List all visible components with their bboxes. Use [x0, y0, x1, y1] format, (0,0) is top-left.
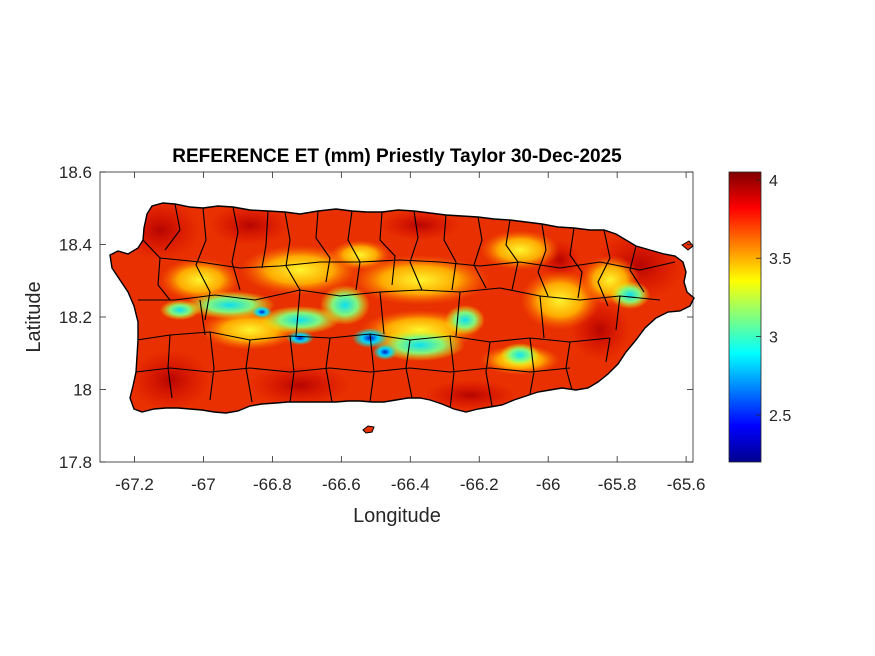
- et-value-patch: [480, 230, 560, 270]
- municipality-boundary: [505, 219, 519, 291]
- x-tick-label: -66.4: [391, 475, 430, 494]
- municipality-boundary: [629, 245, 645, 293]
- culebra-fragment: [681, 240, 694, 251]
- municipality-boundary: [405, 339, 413, 399]
- y-tick-label: 18.4: [59, 236, 92, 255]
- et-value-patch: [373, 344, 397, 360]
- x-tick-label: -65.6: [667, 475, 706, 494]
- municipality-boundary: [325, 337, 333, 403]
- colorbar-tick-label: 4: [769, 173, 778, 190]
- y-tick-label: 18.6: [59, 163, 92, 182]
- y-tick-label: 17.8: [59, 453, 92, 472]
- municipality-boundary: [529, 337, 535, 395]
- municipality-boundary: [138, 287, 661, 301]
- municipality-boundary: [231, 206, 241, 291]
- et-value-patch: [610, 281, 650, 309]
- et-value-patch: [252, 306, 272, 318]
- et-value-patch: [500, 343, 540, 367]
- colorbar: 2.5 3 3.5 4: [728, 171, 791, 463]
- municipality-boundaries: [135, 203, 676, 411]
- municipality-boundary: [245, 339, 253, 403]
- municipality-boundary: [195, 207, 211, 321]
- et-value-patch: [160, 300, 200, 320]
- municipality-boundary: [164, 203, 181, 251]
- municipality-boundary: [209, 331, 215, 401]
- x-tick-label: -67: [191, 475, 216, 494]
- colorbar-gradient: [728, 171, 762, 463]
- et-value-patch: [445, 305, 485, 335]
- municipality-boundary: [261, 210, 269, 269]
- municipality-boundary: [347, 210, 361, 291]
- municipality-boundary: [565, 341, 573, 391]
- x-tick-label: -66.8: [253, 475, 292, 494]
- et-heatmap: [109, 202, 695, 434]
- municipality-boundary: [142, 239, 171, 301]
- municipality-boundary: [295, 289, 301, 337]
- municipality-boundary: [455, 291, 461, 337]
- colorbar-tick-label: 3.5: [769, 251, 791, 268]
- x-axis-label: Longitude: [353, 505, 441, 527]
- municipality-boundary: [443, 214, 457, 291]
- municipality-boundary: [473, 216, 487, 289]
- municipality-boundary: [159, 257, 676, 271]
- et-value-patch: [425, 380, 515, 410]
- x-axis: -67.2 -67 -66.8 -66.6 -66.4 -66.2 -66 -65.8 -65.…: [115, 172, 705, 494]
- caja-de-muertos-island: [362, 425, 375, 434]
- municipality-boundary: [409, 210, 423, 291]
- y-axis-label: Latitude: [23, 281, 45, 352]
- et-value-patch: [210, 205, 290, 245]
- municipality-boundary: [597, 229, 611, 307]
- municipality-boundary: [615, 295, 621, 331]
- municipality-boundary: [369, 333, 375, 403]
- colorbar-tick-label: 3: [769, 330, 778, 347]
- municipality-boundary: [289, 335, 295, 403]
- coastline: [109, 202, 695, 414]
- municipality-boundary: [167, 334, 173, 399]
- municipality-boundary: [135, 367, 571, 373]
- y-tick-label: 18: [73, 381, 92, 400]
- y-tick-label: 18.2: [59, 308, 92, 327]
- x-tick-label: -67.2: [115, 475, 154, 494]
- municipality-boundary: [539, 295, 545, 339]
- x-tick-label: -66.6: [322, 475, 361, 494]
- municipality-boundary: [379, 291, 385, 335]
- colorbar-tick-label: 2.5: [769, 408, 791, 425]
- et-value-patch: [320, 285, 370, 325]
- x-tick-label: -66.2: [460, 475, 499, 494]
- et-value-patch: [250, 365, 350, 405]
- et-value-patch: [260, 306, 340, 334]
- municipality-boundary: [537, 223, 549, 297]
- y-axis: 17.8 18 18.2 18.4 18.6: [59, 163, 693, 472]
- x-tick-label: -66: [536, 475, 561, 494]
- municipality-boundary: [449, 335, 455, 411]
- municipality-boundary: [284, 211, 301, 291]
- municipality-boundary: [315, 210, 331, 283]
- et-value-patch: [286, 331, 314, 345]
- et-value-patch: [160, 258, 240, 302]
- municipality-boundary: [605, 337, 611, 363]
- x-tick-label: -65.8: [598, 475, 637, 494]
- chart-title: REFERENCE ET (mm) Priestly Taylor 30-Dec…: [172, 146, 622, 167]
- municipality-boundary: [569, 227, 583, 299]
- municipality-boundary: [199, 299, 206, 336]
- municipality-boundary: [485, 341, 493, 407]
- et-value-patch: [380, 210, 460, 240]
- municipality-boundary: [379, 211, 396, 286]
